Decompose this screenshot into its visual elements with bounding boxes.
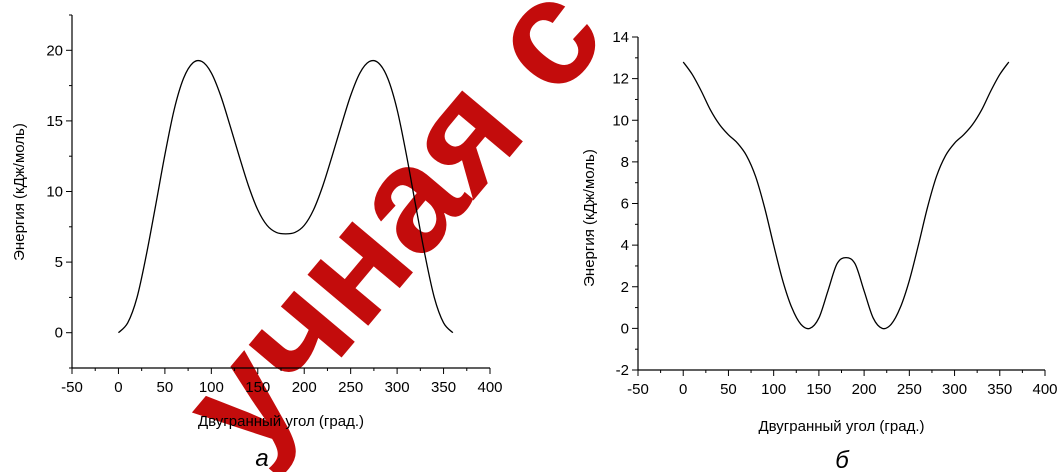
y-tick-label-a: 15 bbox=[46, 113, 63, 130]
x-tick-label-a: -50 bbox=[61, 379, 83, 396]
x-tick-label-b: 350 bbox=[987, 381, 1012, 398]
y-tick-label-b: 12 bbox=[612, 71, 629, 88]
y-axis-title-b: Энергия (кДж/моль) bbox=[581, 149, 598, 287]
chart-b: -50 0 50 100 150 200 250 300 350 400 -2 0 2 4 6 8 10 12 14… bbox=[581, 29, 1058, 472]
y-tick-label-b: 10 bbox=[612, 112, 629, 129]
x-tick-label-b: 0 bbox=[679, 381, 687, 398]
x-tick-label-b: 100 bbox=[761, 381, 786, 398]
x-tick-label-b: 300 bbox=[942, 381, 967, 398]
x-tick-label-a: 300 bbox=[385, 379, 410, 396]
panel-label-a: а bbox=[255, 445, 268, 472]
energy-curve-a bbox=[117, 59, 454, 334]
y-tick-label-a: 20 bbox=[46, 42, 63, 59]
x-tick-label-a: 350 bbox=[431, 379, 456, 396]
y-tick-label-b: 2 bbox=[621, 279, 629, 296]
panel-label-b: б bbox=[835, 447, 850, 472]
x-tick-label-a: 150 bbox=[245, 379, 270, 396]
watermark: учная с bbox=[148, 0, 635, 472]
x-tick-label-b: -50 bbox=[627, 381, 649, 398]
x-tick-label-a: 200 bbox=[292, 379, 317, 396]
x-tick-label-b: 400 bbox=[1032, 381, 1057, 398]
x-tick-label-a: 250 bbox=[338, 379, 363, 396]
y-tick-label-b: 14 bbox=[612, 29, 629, 46]
x-axis-title-b: Двугранный угол (град.) bbox=[759, 418, 925, 435]
y-tick-label-b: 8 bbox=[621, 154, 629, 171]
y-axis-title-a: Энергия (кДж/моль) bbox=[11, 123, 28, 261]
x-tick-label-b: 150 bbox=[806, 381, 831, 398]
x-tick-label-a: 50 bbox=[157, 379, 174, 396]
y-tick-label-a: 5 bbox=[55, 254, 63, 271]
x-tick-label-b: 200 bbox=[852, 381, 877, 398]
y-tick-label-a: 10 bbox=[46, 184, 63, 201]
x-tick-label-a: 400 bbox=[477, 379, 502, 396]
x-tick-label-b: 250 bbox=[897, 381, 922, 398]
x-tick-label-a: 0 bbox=[114, 379, 122, 396]
x-tick-label-a: 100 bbox=[199, 379, 224, 396]
y-tick-label-a: 0 bbox=[55, 325, 63, 342]
chart-a: -50 0 50 100 150 200 250 300 350 400 0 5 10 15 20 Двугр… bbox=[11, 14, 503, 472]
y-tick-label-b: -2 bbox=[616, 362, 629, 379]
x-axis-title-a: Двугранный угол (град.) bbox=[198, 413, 364, 430]
x-tick-label-b: 50 bbox=[720, 381, 737, 398]
y-tick-label-b: 6 bbox=[621, 196, 629, 213]
y-tick-label-b: 4 bbox=[621, 237, 629, 254]
energy-curve-b bbox=[682, 61, 1010, 330]
y-tick-label-b: 0 bbox=[621, 320, 629, 337]
